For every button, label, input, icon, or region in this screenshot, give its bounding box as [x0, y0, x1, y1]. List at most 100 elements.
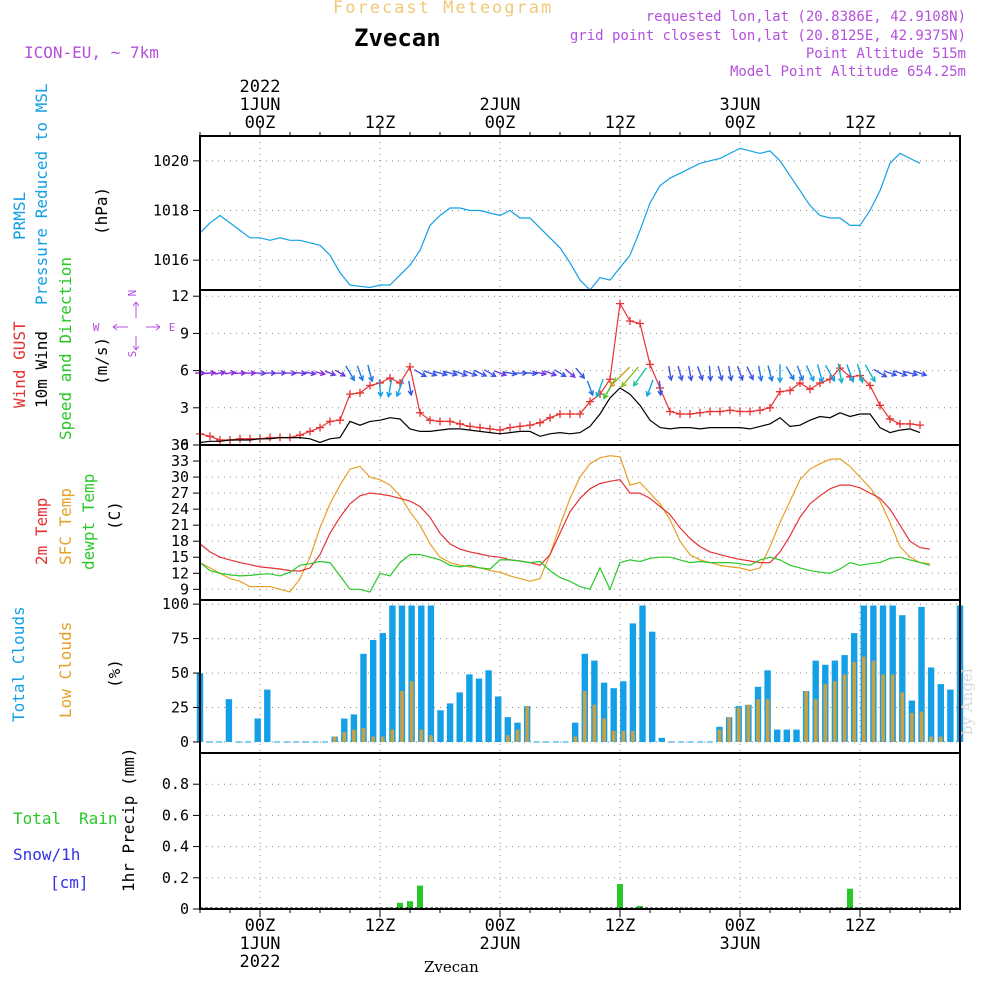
gust-point [496, 426, 504, 435]
wind-direction-arrow [214, 369, 227, 376]
compass-icon [112, 301, 161, 351]
top-time-label: 00Z [485, 113, 516, 133]
gust-point [666, 407, 674, 416]
top-time-label: 00Z [725, 113, 756, 133]
gust-point [866, 381, 874, 390]
gust-point [896, 419, 904, 428]
gust-point [216, 436, 224, 445]
wind-direction-arrow [304, 370, 317, 377]
gust-point [436, 417, 444, 426]
top-year-label: 2022 [240, 77, 281, 97]
wind-label: 10m Wind [32, 331, 51, 408]
wind-direction-arrow [224, 369, 237, 376]
y-tick-label: 12 [171, 287, 189, 305]
y-tick-label: 50 [171, 664, 189, 682]
bottom-date-label: 3JUN [720, 934, 761, 954]
wind-direction-arrow [620, 366, 639, 388]
wind-direction-arrow [767, 365, 774, 383]
cloud-unit: (%) [105, 659, 124, 688]
low-cloud-bar [342, 732, 347, 742]
wind-direction-label: Speed and Direction [56, 257, 75, 440]
bottom-date-label: 1JUN [240, 934, 281, 954]
gust-point [796, 379, 804, 387]
low-cloud-bar [765, 699, 770, 742]
gust-point [916, 421, 924, 430]
gust-point [366, 381, 374, 390]
total-cloud-bar [350, 714, 358, 742]
gust-point [886, 414, 894, 423]
y-tick-label: 1020 [153, 152, 189, 170]
gust-point [266, 433, 274, 442]
wind-unit: (m/s) [92, 337, 111, 385]
wind-direction-arrow [677, 365, 684, 382]
gust-point [636, 319, 644, 328]
gust-point [606, 375, 614, 384]
rain-bar [407, 901, 413, 909]
total-rain-label-b: Rain [79, 809, 118, 828]
bottom-time-label: 12Z [605, 916, 636, 936]
top-date-label: 3JUN [720, 95, 761, 115]
wind-direction-arrow [687, 365, 694, 382]
wind-direction-arrow [564, 368, 576, 379]
low-cloud-bar [813, 699, 818, 742]
total-cloud-bar [254, 718, 261, 742]
gust-point [906, 419, 914, 428]
y-tick-label: 9 [180, 324, 189, 342]
top-time-label: 12Z [605, 113, 636, 133]
gust-point [586, 397, 594, 406]
wind-direction-arrow [586, 380, 594, 397]
total-cloud-bar [572, 722, 579, 742]
wind-direction-arrow [503, 370, 518, 377]
gust-point [206, 432, 214, 441]
wind-direction-arrow [377, 379, 384, 398]
total-cloud-label: Total Clouds [9, 606, 28, 722]
total-cloud-bar [899, 615, 906, 742]
y-tick-label: 30 [171, 468, 189, 486]
low-cloud-bar [890, 674, 895, 742]
y-tick-label: 100 [162, 595, 189, 613]
wind-direction-arrow [632, 367, 647, 387]
pressure-unit: (hPa) [92, 187, 111, 235]
wind-direction-arrow [667, 365, 674, 382]
gust-point [876, 401, 884, 410]
low-cloud-bar [592, 704, 597, 742]
y-tick-label: 33 [171, 452, 189, 470]
y-tick-label: 3 [180, 399, 189, 417]
gust-point [736, 407, 744, 416]
bottom-time-label: 00Z [485, 916, 516, 936]
temp-2m-line [199, 479, 931, 572]
y-tick-label: 0 [180, 900, 189, 918]
gust-point [346, 390, 354, 399]
wind-direction-arrow [356, 365, 365, 382]
bottom-year-label: 2022 [240, 952, 281, 972]
total-cloud-bar [341, 718, 348, 742]
wind-direction-arrow [334, 369, 347, 377]
panel-frame-wind [199, 289, 961, 446]
data-layer [195, 147, 964, 909]
y-tick-label: 75 [171, 630, 189, 648]
model-point-altitude: Model Point Altitude 654.25m [729, 64, 966, 80]
wind-direction-arrow [264, 370, 277, 377]
total-cloud-bar [264, 689, 271, 742]
panel-frame-temp [199, 444, 961, 601]
wind-direction-arrow [609, 366, 631, 388]
gust-point [356, 388, 364, 397]
total-cloud-bar [947, 689, 954, 742]
wind-direction-arrow [883, 370, 898, 377]
low-cloud-bar [881, 674, 885, 742]
station-title: Zvecan [354, 24, 441, 52]
y-tick-label: 27 [171, 484, 189, 502]
wind-direction-arrow [864, 364, 876, 383]
compass-n: N [126, 290, 139, 297]
dewpoint-label: dewpt Temp [79, 474, 98, 570]
low-cloud-bar [804, 691, 808, 742]
wind-direction-arrow [274, 369, 288, 377]
wind-direction-arrow [873, 368, 888, 378]
low-cloud-bar [390, 729, 395, 742]
y-tick-label: 12 [171, 564, 189, 582]
total-cloud-bar [600, 682, 608, 742]
total-cloud-bar [591, 660, 598, 742]
y-tick-label: 9 [180, 580, 189, 598]
gust-point [236, 434, 244, 443]
